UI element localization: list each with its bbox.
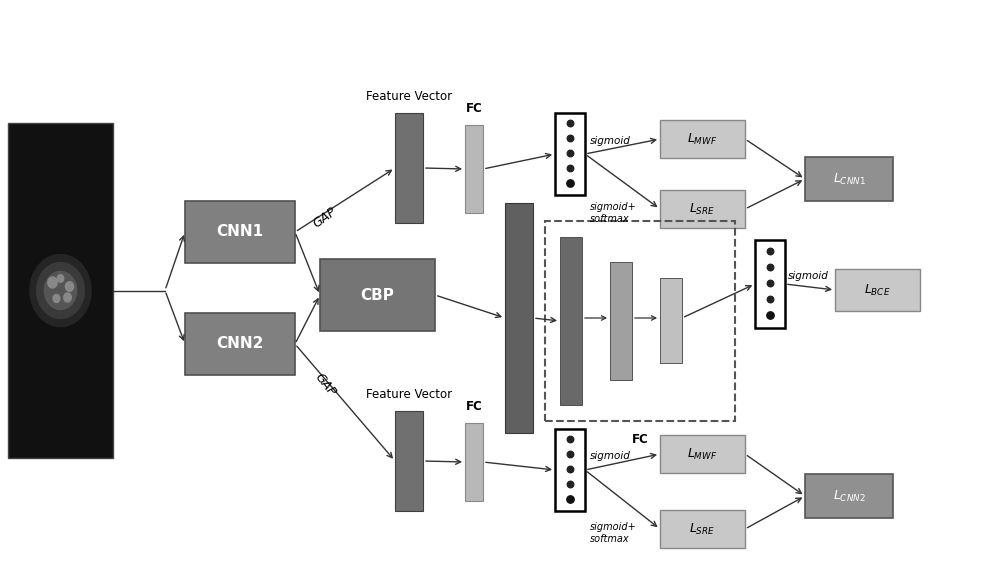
Text: $L_{CNN2}$: $L_{CNN2}$ xyxy=(833,488,865,504)
Text: FC: FC xyxy=(632,433,648,446)
Point xyxy=(562,435,578,444)
Polygon shape xyxy=(53,295,60,303)
Bar xyxy=(755,240,785,328)
Point xyxy=(562,480,578,489)
Polygon shape xyxy=(37,262,84,319)
Bar xyxy=(185,313,295,375)
Point xyxy=(562,178,578,187)
Polygon shape xyxy=(64,293,71,302)
Bar xyxy=(465,423,483,501)
Polygon shape xyxy=(44,272,77,309)
Polygon shape xyxy=(48,277,57,288)
Point xyxy=(562,148,578,158)
Text: $L_{SRE}$: $L_{SRE}$ xyxy=(689,202,716,217)
Bar xyxy=(395,411,423,511)
Point xyxy=(762,295,778,304)
Text: sigmoid+
softmax: sigmoid+ softmax xyxy=(590,202,637,224)
Text: GAP: GAP xyxy=(311,205,339,231)
Point xyxy=(562,494,578,504)
Bar xyxy=(8,123,113,458)
Text: CBP: CBP xyxy=(361,288,394,303)
Point xyxy=(762,246,778,256)
Bar xyxy=(465,125,483,213)
Text: GAP: GAP xyxy=(312,371,338,399)
Text: $L_{CNN1}$: $L_{CNN1}$ xyxy=(833,171,865,187)
Point xyxy=(562,450,578,459)
Bar xyxy=(805,474,893,518)
Text: Feature Vector: Feature Vector xyxy=(366,90,452,103)
Bar xyxy=(660,278,682,363)
Point xyxy=(562,119,578,128)
Bar xyxy=(185,201,295,263)
Point xyxy=(762,311,778,320)
Text: sigmoid: sigmoid xyxy=(788,271,829,281)
Text: FC: FC xyxy=(466,102,482,115)
Text: sigmoid: sigmoid xyxy=(590,451,631,461)
Bar xyxy=(660,510,745,548)
Bar xyxy=(660,190,745,228)
Polygon shape xyxy=(65,282,74,291)
Polygon shape xyxy=(30,254,91,327)
Text: sigmoid+
softmax: sigmoid+ softmax xyxy=(590,522,637,544)
Bar xyxy=(805,157,893,201)
Point xyxy=(562,163,578,172)
Bar xyxy=(555,113,585,195)
Text: $L_{BCE}$: $L_{BCE}$ xyxy=(864,282,891,297)
Text: CNN1: CNN1 xyxy=(216,225,264,240)
Point xyxy=(562,134,578,143)
Point xyxy=(562,465,578,474)
Text: $L_{MWF}$: $L_{MWF}$ xyxy=(687,131,718,147)
Polygon shape xyxy=(57,274,64,282)
Text: CNN2: CNN2 xyxy=(216,336,264,351)
Bar xyxy=(660,120,745,158)
Text: FC: FC xyxy=(466,400,482,413)
Text: $L_{SRE}$: $L_{SRE}$ xyxy=(689,521,716,536)
Bar xyxy=(660,435,745,473)
Bar xyxy=(610,262,632,380)
Text: sigmoid: sigmoid xyxy=(590,136,631,146)
Text: $L_{MWF}$: $L_{MWF}$ xyxy=(687,446,718,461)
Point xyxy=(762,262,778,272)
Bar xyxy=(505,203,533,433)
Bar xyxy=(395,113,423,223)
Bar xyxy=(555,429,585,511)
Text: Feature Vector: Feature Vector xyxy=(366,388,452,401)
Bar xyxy=(835,269,920,311)
Bar xyxy=(320,259,435,331)
Bar xyxy=(560,237,582,405)
Bar xyxy=(545,221,735,421)
Point xyxy=(762,278,778,288)
